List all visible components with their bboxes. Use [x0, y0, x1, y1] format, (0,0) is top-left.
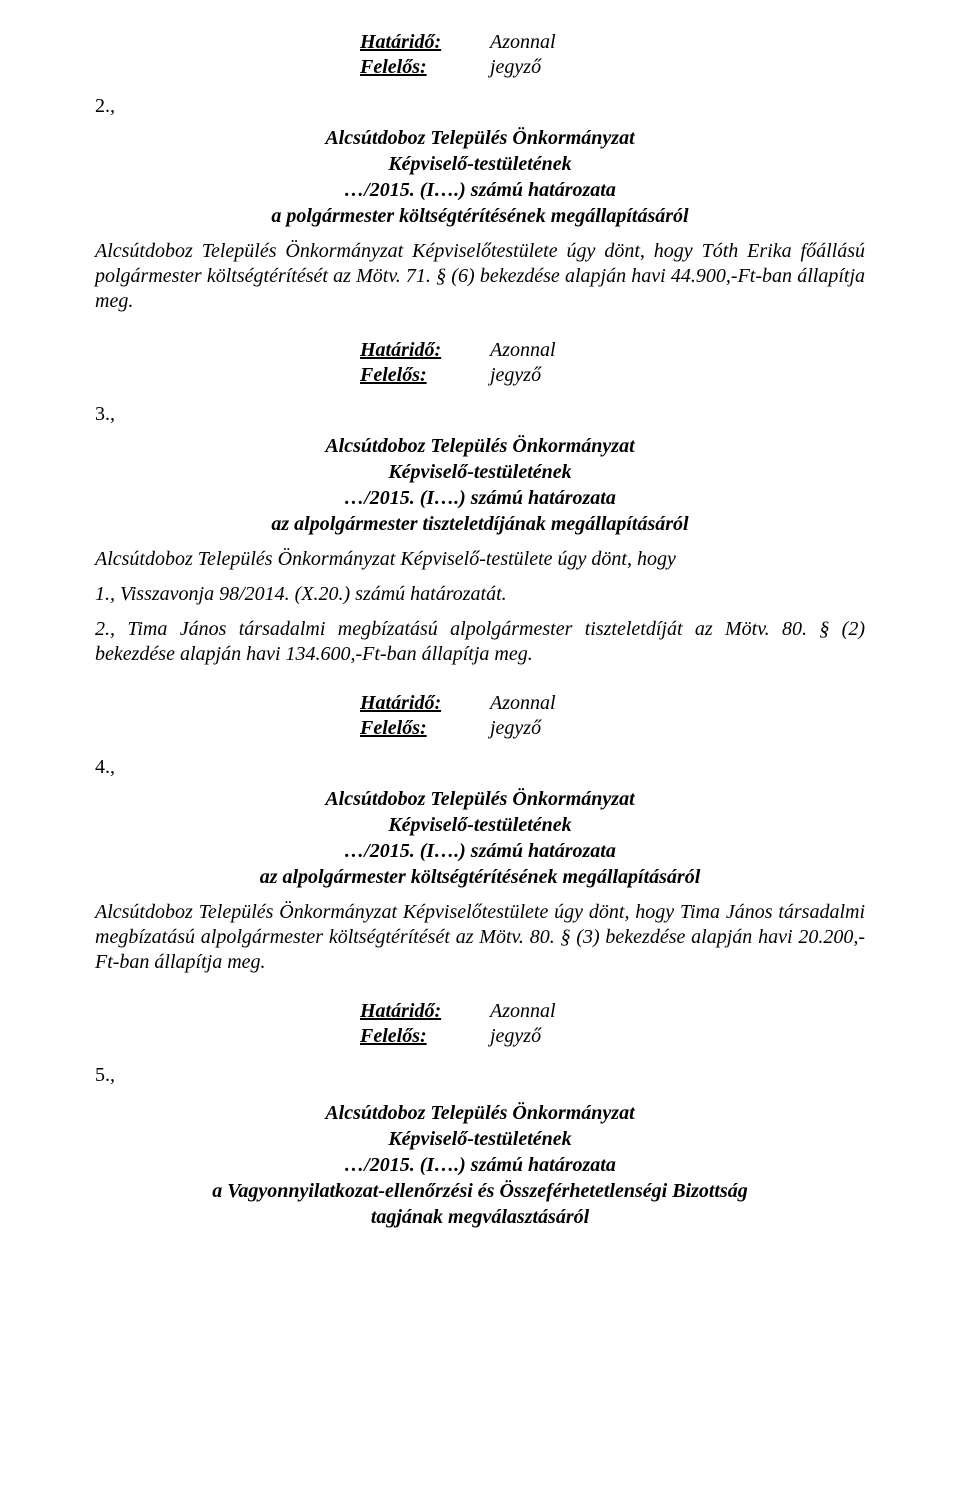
- responsible-value: jegyző: [490, 363, 600, 388]
- section-4-body: Alcsútdoboz Település Önkormányzat Képvi…: [95, 900, 865, 975]
- org-name: Alcsútdoboz Település Önkormányzat: [95, 1100, 865, 1126]
- resolution-ref: …/2015. (I….) számú határozata: [95, 485, 865, 511]
- section-number-4: 4.,: [95, 755, 865, 780]
- responsible-label: Felelős:: [360, 1024, 490, 1049]
- responsible-label: Felelős:: [360, 363, 490, 388]
- body-name: Képviselő-testületének: [95, 812, 865, 838]
- deadline-value: Azonnal: [490, 338, 600, 363]
- deadline-label: Határidő:: [360, 338, 490, 363]
- deadline-label: Határidő:: [360, 999, 490, 1024]
- resolution-title-4: Alcsútdoboz Település Önkormányzat Képvi…: [95, 786, 865, 890]
- resolution-ref: …/2015. (I….) számú határozata: [95, 177, 865, 203]
- deadline-label: Határidő:: [360, 691, 490, 716]
- deadline-responsible-block-top: Határidő: Azonnal Felelős: jegyző: [360, 30, 600, 80]
- section-3-lead: Alcsútdoboz Település Önkormányzat Képvi…: [95, 547, 865, 572]
- resolution-title-2: Alcsútdoboz Település Önkormányzat Képvi…: [95, 125, 865, 229]
- deadline-label: Határidő:: [360, 30, 490, 55]
- section-number-3: 3.,: [95, 402, 865, 427]
- resolution-ref: …/2015. (I….) számú határozata: [95, 1152, 865, 1178]
- body-name: Képviselő-testületének: [95, 151, 865, 177]
- section-3-item-1: 1., Visszavonja 98/2014. (X.20.) számú h…: [95, 582, 865, 607]
- body-name: Képviselő-testületének: [95, 459, 865, 485]
- responsible-value: jegyző: [490, 1024, 600, 1049]
- section-2-body: Alcsútdoboz Település Önkormányzat Képvi…: [95, 239, 865, 314]
- resolution-title-3: Alcsútdoboz Település Önkormányzat Képvi…: [95, 433, 865, 537]
- deadline-value: Azonnal: [490, 30, 600, 55]
- resolution-subject-line1: a Vagyonnyilatkozat-ellenőrzési és Össze…: [95, 1178, 865, 1204]
- deadline-value: Azonnal: [490, 999, 600, 1024]
- resolution-subject-line2: tagjának megválasztásáról: [95, 1204, 865, 1230]
- resolution-subject: az alpolgármester tiszteletdíjának megál…: [95, 511, 865, 537]
- org-name: Alcsútdoboz Település Önkormányzat: [95, 786, 865, 812]
- responsible-label: Felelős:: [360, 716, 490, 741]
- responsible-label: Felelős:: [360, 55, 490, 80]
- deadline-responsible-block-2: Határidő: Azonnal Felelős: jegyző: [360, 338, 600, 388]
- resolution-subject: a polgármester költségtérítésének megáll…: [95, 203, 865, 229]
- org-name: Alcsútdoboz Település Önkormányzat: [95, 433, 865, 459]
- section-number-2: 2.,: [95, 94, 865, 119]
- deadline-value: Azonnal: [490, 691, 600, 716]
- body-name: Képviselő-testületének: [95, 1126, 865, 1152]
- resolution-title-5: Alcsútdoboz Település Önkormányzat Képvi…: [95, 1100, 865, 1230]
- deadline-responsible-block-4: Határidő: Azonnal Felelős: jegyző: [360, 999, 600, 1049]
- resolution-subject: az alpolgármester költségtérítésének meg…: [95, 864, 865, 890]
- resolution-ref: …/2015. (I….) számú határozata: [95, 838, 865, 864]
- responsible-value: jegyző: [490, 716, 600, 741]
- section-number-5: 5.,: [95, 1063, 865, 1088]
- deadline-responsible-block-3: Határidő: Azonnal Felelős: jegyző: [360, 691, 600, 741]
- org-name: Alcsútdoboz Település Önkormányzat: [95, 125, 865, 151]
- responsible-value: jegyző: [490, 55, 600, 80]
- section-3-item-2: 2., Tima János társadalmi megbízatású al…: [95, 617, 865, 667]
